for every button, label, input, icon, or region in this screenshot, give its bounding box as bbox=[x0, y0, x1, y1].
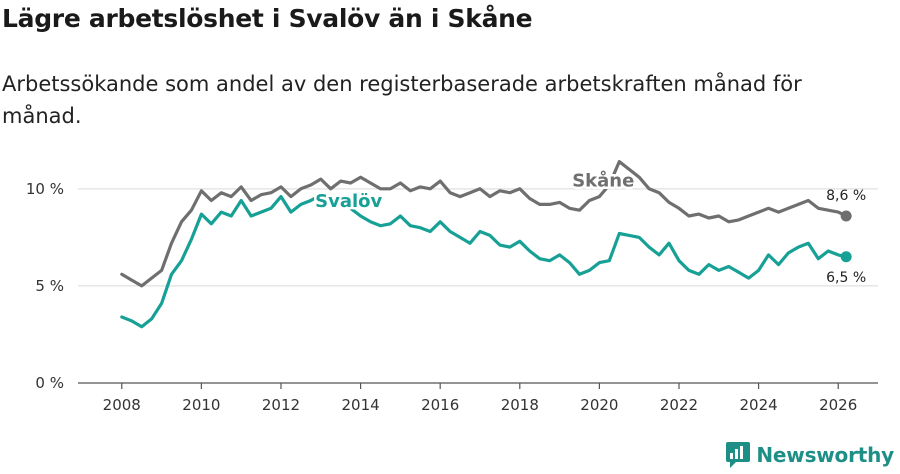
x-tick-label-3: 2014 bbox=[341, 396, 379, 414]
newsworthy-logo-icon bbox=[726, 442, 751, 468]
series-line-0 bbox=[120, 160, 848, 288]
series-label-halo-1: Svalöv bbox=[315, 191, 382, 212]
end-value-label-0: 8,6 % bbox=[826, 188, 866, 204]
x-tick-label-8: 2024 bbox=[740, 396, 778, 414]
x-tick-label-0: 2008 bbox=[103, 396, 141, 414]
x-tick-label-9: 2026 bbox=[819, 396, 857, 414]
series-label-halo-0: Skåne bbox=[572, 170, 634, 192]
y-axis-ticks: 0 % 5 % 10 % bbox=[26, 180, 64, 392]
series-lines bbox=[120, 160, 852, 329]
x-tick-label-4: 2016 bbox=[421, 396, 459, 414]
y-tick-label-2: 10 % bbox=[26, 180, 64, 198]
series-label-1: Svalöv bbox=[315, 191, 382, 212]
x-axis-ticks: 2008 2010 2012 2014 2016 2018 2020 2022 2024 2026 bbox=[103, 396, 858, 414]
series-end-point-0 bbox=[840, 210, 852, 222]
y-tick-label-0: 0 % bbox=[35, 374, 64, 392]
x-tick-label-7: 2022 bbox=[660, 396, 698, 414]
brand-name: Newsworthy bbox=[756, 443, 894, 467]
series-end-point-1 bbox=[840, 251, 852, 263]
x-tick-label-2: 2012 bbox=[262, 396, 300, 414]
chart-title: Lägre arbetslöshet i Svalöv än i Skåne bbox=[2, 4, 533, 33]
series-label-0: Skåne bbox=[572, 170, 634, 192]
end-value-label-1: 6,5 % bbox=[826, 270, 866, 286]
x-tick-label-1: 2010 bbox=[182, 396, 220, 414]
x-axis bbox=[78, 382, 878, 389]
brand-logo: Newsworthy bbox=[726, 442, 894, 468]
y-tick-label-1: 5 % bbox=[35, 277, 64, 295]
x-tick-label-5: 2018 bbox=[501, 396, 539, 414]
x-tick-label-6: 2020 bbox=[580, 396, 618, 414]
chart-subtitle: Arbetssökande som andel av den registerb… bbox=[2, 72, 802, 128]
series-line-1 bbox=[120, 193, 848, 329]
